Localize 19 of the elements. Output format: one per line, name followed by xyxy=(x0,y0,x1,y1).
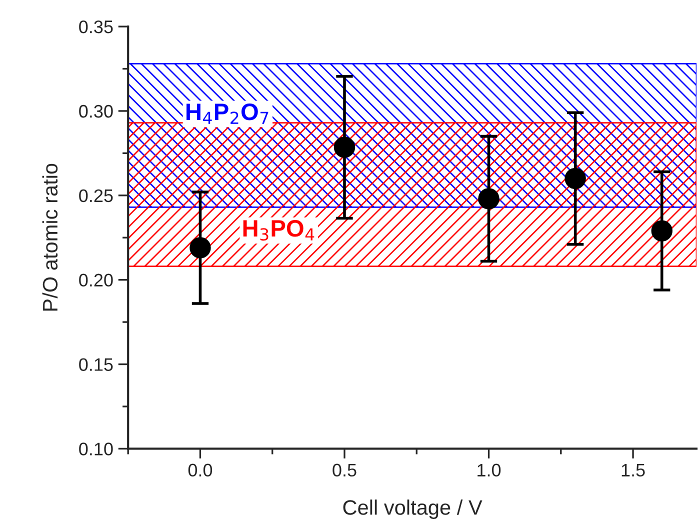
y-tick-label: 0.30 xyxy=(79,104,113,118)
x-tick-label: 0.5 xyxy=(332,464,356,477)
x-tick-label: 1.0 xyxy=(478,464,501,477)
y-tick-label: 0.20 xyxy=(79,274,113,287)
y-axis-title: P/O atomic ratio xyxy=(42,164,58,311)
x-tick-label: 1.5 xyxy=(622,464,645,477)
band-label: H$_{3}$PO$_{4}$ xyxy=(243,220,314,241)
band-label: H$_{4}$P$_{2}$O$_{7}$ xyxy=(186,104,268,124)
x-tick-label: 0.0 xyxy=(188,464,212,477)
y-tick-label: 0.10 xyxy=(79,442,113,456)
point xyxy=(564,168,586,190)
point xyxy=(334,136,356,158)
x-axis-title: Cell voltage / V xyxy=(343,500,482,519)
y-tick-label: 0.25 xyxy=(79,189,113,202)
point xyxy=(478,188,500,210)
point xyxy=(190,237,211,258)
point xyxy=(651,220,672,242)
y-tick-label: 0.15 xyxy=(79,358,113,371)
y-tick-label: 0.35 xyxy=(79,20,113,34)
